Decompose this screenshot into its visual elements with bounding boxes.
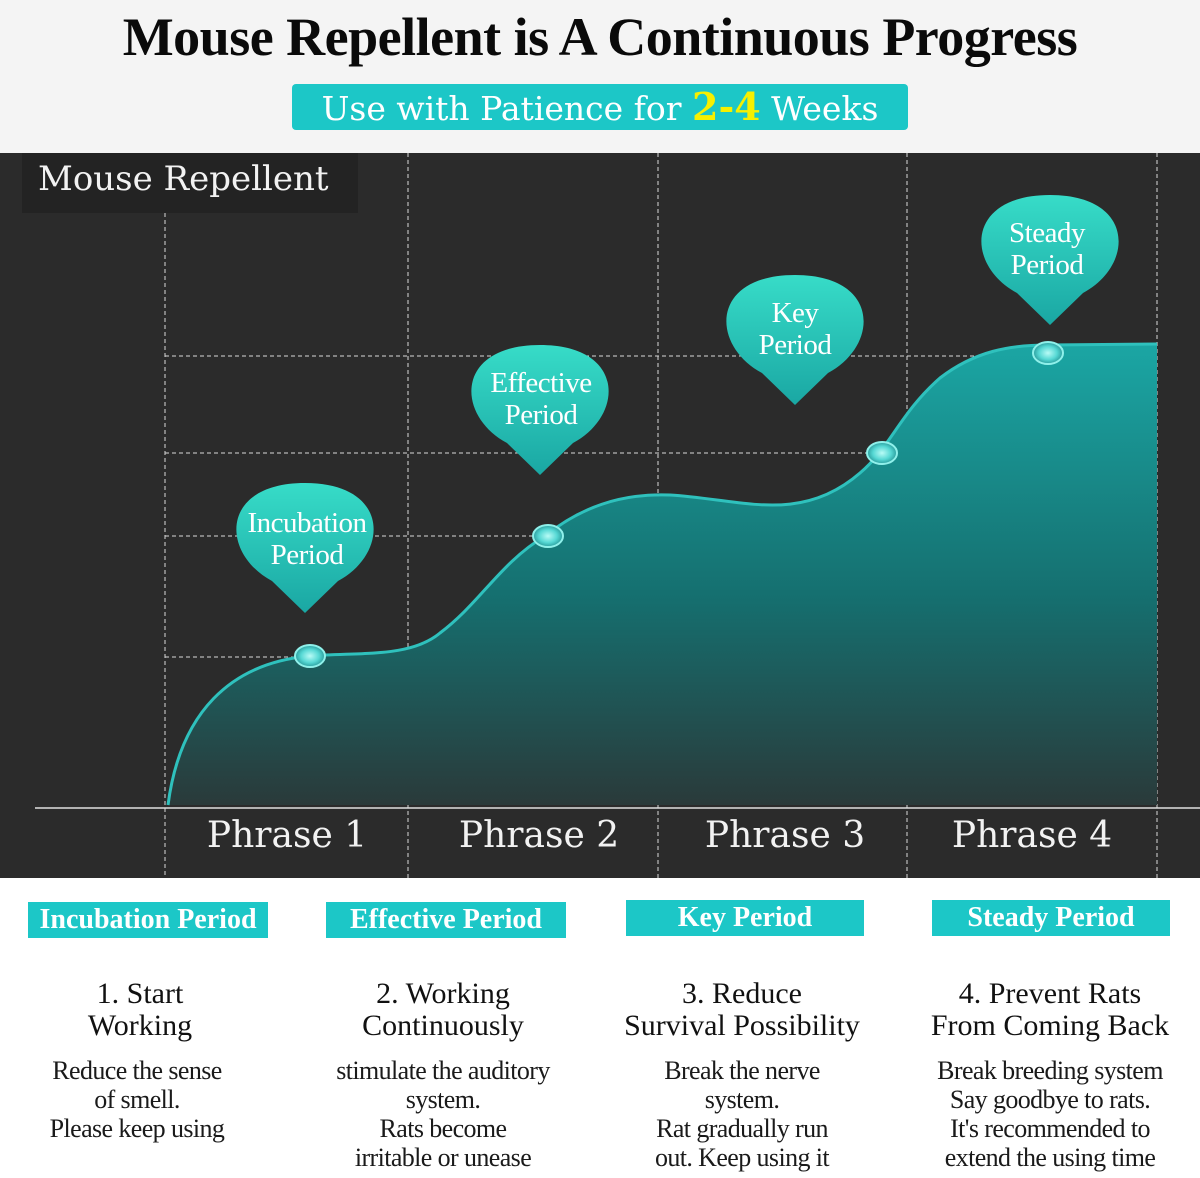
phase-label-2: Phrase 2 [458, 815, 620, 856]
milestone-dot-1 [294, 644, 326, 668]
subtitle-highlight: 2-4 [692, 84, 761, 129]
step-desc-3: Break the nerve system. Rat gradually ru… [654, 1056, 830, 1172]
step-column-1: Incubation Period 1. Start Working Reduc… [0, 878, 300, 1178]
bubble-label-incubation: Incubation Period [247, 507, 367, 571]
bubbles [236, 195, 1119, 613]
period-badge-effective: Effective Period [326, 902, 566, 938]
subtitle-text-after: Weeks [760, 89, 879, 128]
progress-chart-panel: Incubation Period Effective Period Key P… [0, 153, 1200, 878]
chart-label: Mouse Repellent [38, 159, 329, 199]
header: Mouse Repellent is A Continuous Progress… [0, 0, 1200, 153]
milestone-dot-4 [1032, 341, 1064, 365]
period-badge-incubation: Incubation Period [28, 902, 268, 938]
bubble-label-effective: Effective Period [490, 367, 592, 431]
step-title-2: 2. Working Continuously [362, 977, 524, 1042]
page-title: Mouse Repellent is A Continuous Progress [122, 7, 1078, 67]
step-column-3: Key Period 3. Reduce Survival Possibilit… [592, 878, 892, 1178]
period-badge-key: Key Period [626, 900, 864, 936]
progress-area [168, 344, 1157, 805]
bubble-label-steady: Steady Period [1009, 217, 1085, 281]
bubble-shape-4 [981, 195, 1119, 325]
step-desc-4: Break breeding system Say goodbye to rat… [937, 1056, 1163, 1172]
step-desc-2: stimulate the auditory system. Rats beco… [336, 1056, 550, 1172]
phase-label-1: Phrase 1 [206, 815, 368, 856]
subtitle-banner: Use with Patience for 2-4 Weeks [292, 84, 908, 130]
milestone-dot-2 [532, 524, 564, 548]
step-desc-1: Reduce the sense of smell. Please keep u… [49, 1056, 225, 1143]
phase-label-4: Phrase 4 [951, 815, 1113, 856]
progress-curve-graphic [35, 153, 1200, 878]
step-title-1: 1. Start Working [87, 977, 193, 1042]
step-column-4: Steady Period 4. Prevent Rats From Comin… [900, 878, 1200, 1178]
phase-label-3: Phrase 3 [704, 815, 866, 856]
bubble-shape-3 [726, 275, 864, 405]
chart-label-box: Mouse Repellent [22, 153, 358, 213]
bubble-label-key: Key Period [758, 297, 832, 361]
bubble-shape-1 [236, 483, 374, 613]
step-column-2: Effective Period 2. Working Continuously… [293, 878, 593, 1178]
step-title-4: 4. Prevent Rats From Coming Back [930, 977, 1170, 1042]
subtitle-text-before: Use with Patience for [321, 89, 693, 128]
milestone-dot-3 [866, 441, 898, 465]
milestone-dots [294, 341, 1064, 668]
period-badge-steady: Steady Period [932, 900, 1170, 936]
step-title-3: 3. Reduce Survival Possibility [624, 977, 860, 1042]
bubble-shape-2 [471, 345, 609, 475]
